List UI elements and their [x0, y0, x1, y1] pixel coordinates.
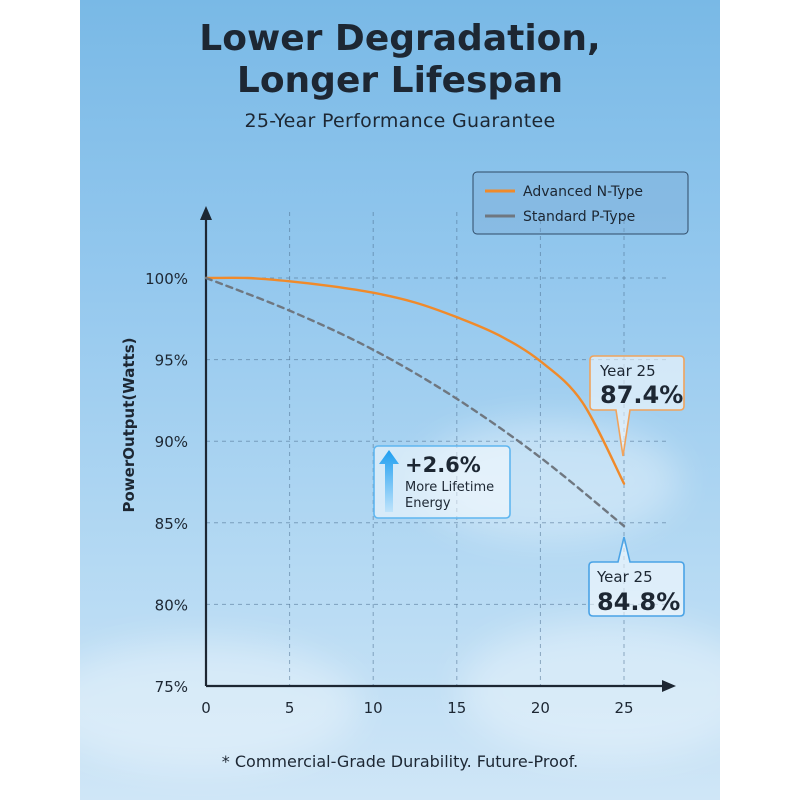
x-tick-label: 25: [614, 699, 633, 717]
title-line-1: Lower Degradation,: [199, 18, 601, 59]
callout-n-type-end: Year 25 87.4%: [589, 355, 685, 457]
y-tick-label: 75%: [155, 678, 188, 696]
series-line-n-type: [204, 276, 626, 485]
legend-box: [472, 171, 689, 235]
callout-p-type-end: Year 25 84.8%: [588, 536, 685, 617]
callout-value: 84.8%: [597, 588, 680, 616]
series-line-p-type: [204, 276, 626, 528]
gain-caption-line-2: Energy: [405, 496, 451, 511]
callout-bubble: [588, 536, 685, 617]
y-tick-label: 95%: [155, 352, 188, 370]
x-tick-label: 5: [285, 699, 295, 717]
cloud-decoration: [80, 640, 360, 770]
callout-value: 87.4%: [600, 381, 683, 409]
y-tick-labels: 75% 80% 85% 90% 95% 100%: [145, 270, 188, 696]
x-tick-label: 0: [201, 699, 211, 717]
footnote: * Commercial-Grade Durability. Future-Pr…: [221, 752, 579, 771]
x-tick-label: 20: [531, 699, 550, 717]
chart-axes: [200, 206, 676, 692]
arrow-up-icon: [379, 450, 399, 512]
legend-label-p-type: Standard P-Type: [523, 209, 635, 225]
title-line-2: Longer Lifespan: [236, 60, 564, 101]
callout-label: Year 25: [596, 568, 653, 586]
chart-series: [204, 276, 626, 528]
x-axis-arrow: [662, 680, 676, 692]
gain-value: +2.6%: [405, 453, 481, 477]
y-tick-label: 80%: [155, 596, 188, 614]
callout-label: Year 25: [599, 362, 656, 380]
x-tick-label: 10: [364, 699, 383, 717]
y-axis-label: PowerOutput(Watts): [120, 337, 138, 512]
chart-legend: Advanced N-Type Standard P-Type: [472, 171, 689, 235]
y-tick-label: 100%: [145, 270, 188, 288]
gain-caption-line-1: More Lifetime: [405, 480, 494, 495]
x-tick-labels: 0 5 10 15 20 25: [201, 699, 633, 717]
y-tick-label: 90%: [155, 433, 188, 451]
legend-label-n-type: Advanced N-Type: [523, 184, 643, 200]
callout-bubble: [589, 355, 685, 457]
page-subtitle: 25-Year Performance Guarantee: [244, 110, 556, 132]
x-tick-label: 15: [447, 699, 466, 717]
y-tick-label: 85%: [155, 515, 188, 533]
y-axis-arrow: [200, 206, 212, 220]
page-title: Lower Degradation, Longer Lifespan: [80, 18, 720, 102]
cloud-decoration: [460, 620, 720, 760]
gain-box: [373, 445, 511, 519]
gain-badge: +2.6% More Lifetime Energy: [373, 445, 511, 519]
